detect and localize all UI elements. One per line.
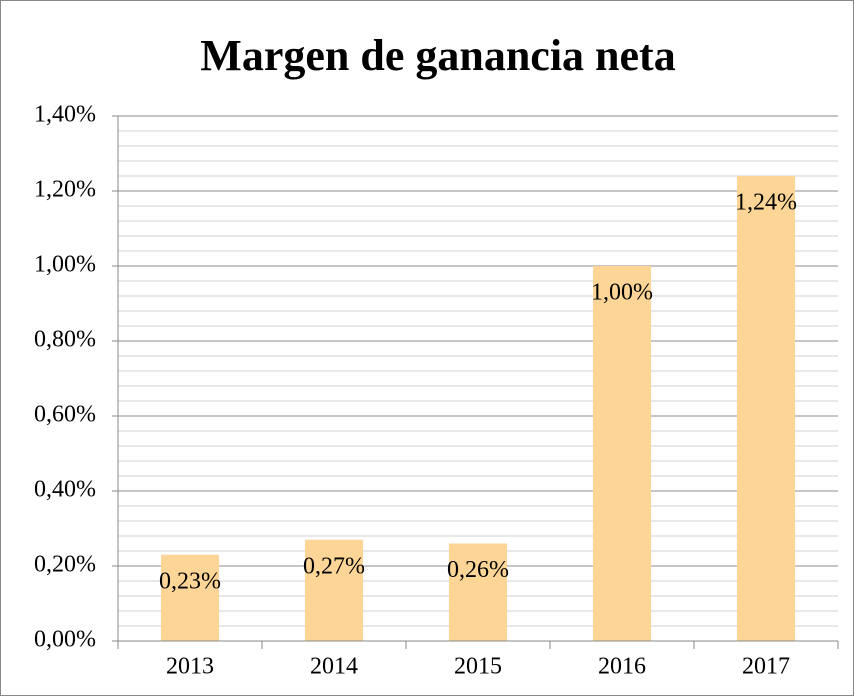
x-tick-label: 2014 <box>310 654 358 680</box>
y-tick-label: 0,80% <box>34 327 96 353</box>
y-tick-label: 0,40% <box>34 477 96 503</box>
x-tick-label: 2017 <box>742 654 790 680</box>
bar <box>449 543 507 641</box>
y-tick-label: 0,00% <box>34 627 96 653</box>
chart-title: Margen de ganancia neta <box>200 31 675 80</box>
bar <box>737 176 795 641</box>
y-tick-label: 1,00% <box>34 252 96 278</box>
data-label: 1,24% <box>735 190 797 216</box>
data-label: 0,26% <box>447 557 509 583</box>
bar <box>593 266 651 641</box>
x-tick-label: 2015 <box>454 654 502 680</box>
y-tick-label: 0,60% <box>34 402 96 428</box>
bar <box>161 554 219 641</box>
x-tick-label: 2013 <box>166 654 214 680</box>
data-label: 0,27% <box>303 553 365 579</box>
data-label: 1,00% <box>591 280 653 306</box>
y-tick-label: 1,20% <box>34 177 96 203</box>
y-tick-label: 1,40% <box>34 102 96 128</box>
x-tick-label: 2016 <box>598 654 646 680</box>
y-tick-label: 0,20% <box>34 552 96 578</box>
bar <box>305 539 363 641</box>
data-label: 0,23% <box>159 568 221 594</box>
